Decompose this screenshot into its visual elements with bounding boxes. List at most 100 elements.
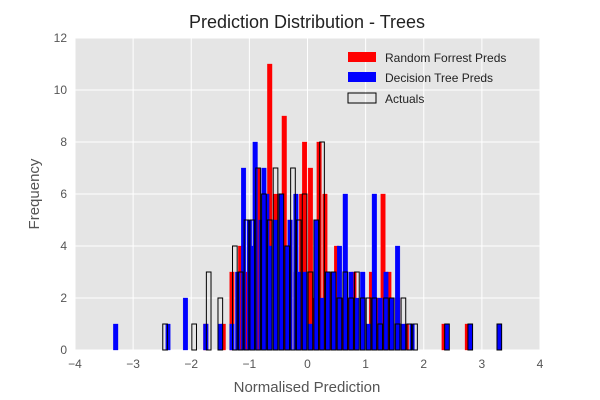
actuals-bar <box>406 323 413 351</box>
actuals-bar <box>272 167 279 351</box>
decision-tree-bar <box>409 323 415 351</box>
y-tick-label: 10 <box>54 83 68 97</box>
actuals-bar <box>205 271 212 351</box>
decision-tree-bar <box>389 297 395 351</box>
decision-tree-bar <box>319 297 325 351</box>
decision-tree-bar <box>383 271 389 351</box>
y-tick-label: 6 <box>60 187 67 201</box>
y-tick-label: 12 <box>54 31 68 45</box>
decision-tree-bar <box>273 219 279 351</box>
x-tick-label: −3 <box>126 357 140 371</box>
actuals-bar <box>354 271 360 351</box>
y-tick-label: 4 <box>60 239 67 253</box>
decision-tree-bar <box>360 271 366 351</box>
decision-tree-bar <box>278 193 284 351</box>
actuals-bar <box>191 323 197 351</box>
legend-label-actuals: Actuals <box>385 92 424 106</box>
y-tick-label: 8 <box>60 135 67 149</box>
actuals-bar <box>307 271 314 351</box>
decision-tree-bar <box>182 297 188 351</box>
actuals-bar <box>249 219 256 351</box>
decision-tree-bar <box>287 219 293 351</box>
decision-tree-bar <box>296 271 302 351</box>
decision-tree-bar <box>366 323 372 351</box>
actuals-bar <box>290 167 296 351</box>
chart-title: Prediction Distribution - Trees <box>189 12 425 32</box>
actuals-bar <box>467 323 474 351</box>
decision-tree-bar <box>496 323 502 351</box>
decision-tree-bar <box>307 323 313 351</box>
actuals-bar <box>394 323 401 351</box>
decision-tree-bar <box>203 323 209 351</box>
actuals-bar <box>284 245 290 351</box>
actuals-bar <box>255 167 261 351</box>
actuals-bar <box>237 271 244 351</box>
actuals-bar <box>266 219 273 351</box>
actuals-bar <box>330 271 337 351</box>
decision-tree-bar <box>395 245 401 351</box>
decision-tree-bar <box>302 271 308 351</box>
actuals-bar <box>342 271 349 351</box>
decision-tree-bar <box>113 323 119 351</box>
decision-tree-bar <box>371 193 377 351</box>
decision-tree-bar <box>313 219 319 351</box>
legend-swatch-decision-tree <box>348 72 376 82</box>
x-tick-label: 4 <box>537 357 544 371</box>
legend-swatch-actuals <box>347 92 377 104</box>
actuals-bar <box>365 297 372 351</box>
actuals-bar <box>444 323 450 351</box>
y-axis-label: Frequency <box>26 158 43 229</box>
grid-lines <box>74 37 541 351</box>
actuals-bar <box>243 219 250 351</box>
actuals-bar <box>325 271 331 351</box>
actuals-bar <box>371 297 378 351</box>
actuals-bar <box>388 297 395 351</box>
decision-tree-bar <box>229 323 235 351</box>
legend-label-decision-tree: Decision Tree Preds <box>385 71 493 85</box>
decision-tree-bar <box>444 323 450 351</box>
decision-tree-bar <box>467 323 473 351</box>
legend: Random Forrest Preds Decision Tree Preds… <box>347 51 506 106</box>
decision-tree-bar <box>325 271 331 351</box>
actuals-bar <box>496 323 503 351</box>
x-tick-label: −2 <box>184 357 198 371</box>
actuals-bar <box>348 297 354 351</box>
decision-tree-bar <box>235 271 241 351</box>
x-tick-label: 2 <box>420 357 427 371</box>
x-tick-label: −1 <box>243 357 257 371</box>
actuals-bar <box>278 193 285 351</box>
actuals-bar <box>377 323 383 351</box>
actuals-bar <box>162 323 168 351</box>
decision-tree-bar <box>217 323 223 351</box>
x-axis-label: Normalised Prediction <box>234 379 381 396</box>
y-tick-label: 2 <box>60 291 67 305</box>
decision-tree-bar <box>165 323 171 351</box>
actuals-bar <box>261 193 267 351</box>
actuals-bar <box>217 297 224 351</box>
decision-tree-bar <box>400 323 406 351</box>
decision-tree-bar <box>331 271 337 351</box>
actuals-bar <box>295 219 302 351</box>
actuals-bar <box>313 219 320 351</box>
decision-tree-bar <box>252 141 258 351</box>
actuals-bar <box>301 193 308 351</box>
actuals-bar <box>336 297 343 351</box>
bars <box>113 63 503 351</box>
x-tick-label: 0 <box>304 357 311 371</box>
decision-tree-bar <box>354 297 360 351</box>
x-tick-label: 3 <box>479 357 486 371</box>
actuals-bar <box>359 297 366 351</box>
x-tick-label: −4 <box>68 357 82 371</box>
decision-tree-bar <box>241 167 247 351</box>
legend-swatch-random-forest <box>348 52 376 62</box>
actuals-bar <box>412 323 418 351</box>
actuals-bar <box>319 141 325 351</box>
y-tick-label: 0 <box>60 343 67 357</box>
decision-tree-bar <box>267 245 273 351</box>
legend-label-random-forest: Random Forrest Preds <box>385 51 506 65</box>
actuals-bar <box>383 297 389 351</box>
actuals-bar <box>232 245 238 351</box>
actuals-bar <box>400 297 407 351</box>
